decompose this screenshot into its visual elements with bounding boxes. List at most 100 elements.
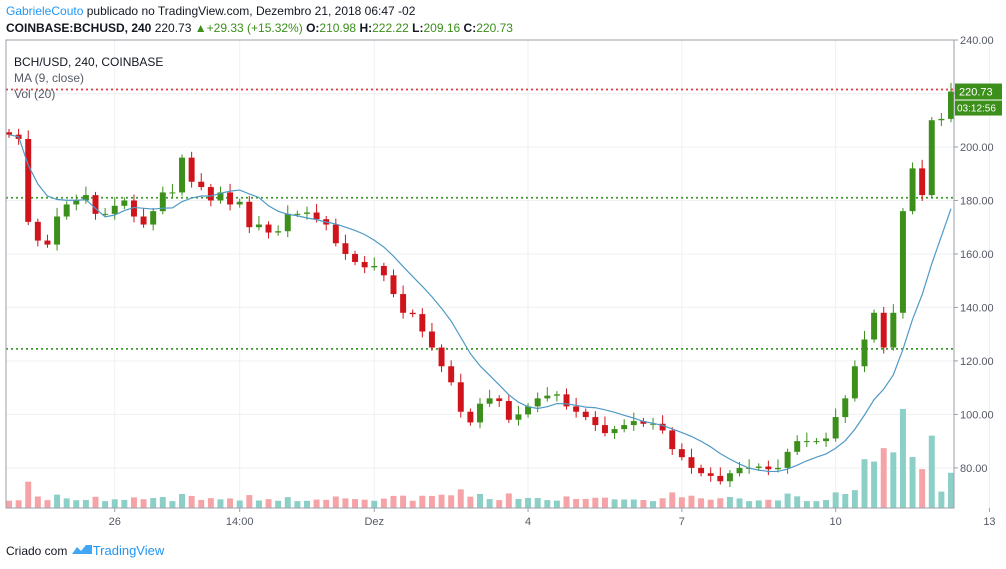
publish-text: publicado no TradingView.com, Dezembro 2…: [86, 4, 416, 18]
open-value: 210.98: [319, 21, 357, 35]
candle-body: [342, 243, 349, 254]
volume-bar: [592, 497, 599, 508]
y-tick-label: 180.00: [960, 195, 994, 207]
volume-bar: [707, 499, 714, 508]
volume-bar: [140, 499, 147, 508]
volume-bar: [544, 500, 551, 508]
volume-bar: [34, 496, 41, 508]
volume-bar: [553, 500, 560, 508]
candle-body: [438, 347, 445, 367]
candle-body: [851, 366, 858, 399]
close-value: 220.73: [476, 21, 513, 35]
created-with-text: Criado com: [6, 544, 68, 558]
candle-body: [332, 224, 339, 244]
candle-body: [544, 395, 551, 399]
low-label: L:: [412, 21, 424, 35]
candle-body: [928, 120, 935, 196]
candle-body: [938, 118, 945, 121]
candle-body: [207, 187, 214, 201]
volume-bar: [390, 495, 397, 508]
candle-body: [284, 213, 291, 232]
open-label: O:: [306, 21, 320, 35]
x-tick-label: 13: [983, 516, 995, 528]
volume-bar: [871, 461, 878, 508]
candle-body: [428, 331, 435, 348]
volume-bar: [352, 499, 359, 508]
volume-bar: [909, 456, 916, 508]
tradingview-logo-icon: [71, 545, 92, 554]
y-tick-label: 140.00: [960, 302, 994, 314]
candle-body: [352, 253, 359, 262]
candle-body: [361, 261, 368, 268]
volume-bar: [467, 496, 474, 508]
candle-body: [217, 192, 224, 201]
volume-bar: [823, 499, 830, 508]
candle-body: [303, 212, 310, 214]
volume-bar: [15, 500, 22, 508]
volume-bar: [150, 498, 157, 508]
candle-body: [890, 312, 897, 348]
candle-body: [419, 314, 426, 332]
candle-body: [640, 421, 647, 424]
candle-body: [198, 181, 205, 188]
candle-body: [390, 275, 397, 295]
candle-body: [717, 475, 724, 482]
last-price-box: [955, 83, 1002, 100]
volume-bar: [582, 498, 589, 508]
candle-body: [140, 216, 147, 225]
volume-bar: [630, 499, 637, 508]
volume-bar: [371, 500, 378, 508]
x-tick-label: 14:00: [226, 516, 254, 528]
volume-bar: [563, 496, 570, 508]
horizontal-lines: [6, 88, 954, 350]
volume-bar: [650, 501, 657, 508]
volume-bar: [409, 500, 416, 508]
candle-body: [573, 406, 580, 412]
volume-bar: [784, 493, 791, 508]
low-value: 209.16: [423, 21, 461, 35]
candle-body: [630, 421, 637, 426]
candle-body: [899, 211, 906, 313]
volume-bar: [774, 500, 781, 508]
volume-bar: [928, 435, 935, 508]
volume-bar: [919, 469, 926, 508]
candle-body: [871, 312, 878, 340]
volume-bar: [505, 493, 512, 508]
volume-bar: [842, 493, 849, 508]
symbol-info: COINBASE:BCHUSD, 240 220.73 ▲+29.33 (+15…: [6, 21, 513, 35]
volume-bar: [611, 499, 618, 508]
volume-bar: [525, 497, 532, 508]
volume-bar: [669, 492, 676, 508]
volume-bar: [678, 497, 685, 508]
volume-bar: [198, 499, 205, 508]
volume-bar: [861, 459, 868, 508]
candle-body: [525, 406, 532, 415]
candle-body: [54, 216, 61, 245]
tradingview-brand[interactable]: TradingView: [92, 543, 165, 558]
candle-body: [255, 224, 262, 228]
candle-body: [678, 449, 685, 458]
volume-bar: [515, 498, 522, 508]
candle-body: [948, 91, 954, 119]
candle-body: [515, 414, 522, 420]
candle-body: [400, 294, 407, 313]
high-value: 222.22: [372, 21, 409, 35]
volume-bar: [361, 499, 368, 508]
x-tick-label: 26: [109, 516, 121, 528]
y-tick-label: 200.00: [960, 142, 994, 154]
moving-average: [8, 134, 952, 473]
candle-body: [880, 312, 887, 348]
candle-body: [82, 195, 89, 201]
author-link[interactable]: GabrieleCouto: [6, 4, 84, 18]
volume-bar: [246, 495, 253, 508]
x-tick-label: 4: [525, 516, 531, 528]
volume-bar: [746, 501, 753, 508]
price-chart[interactable]: 80.00 100.00 120.00 140.00 160.00 180.00 200.0…: [0, 0, 1006, 543]
volume-bar: [851, 490, 858, 508]
candle-body: [582, 411, 589, 418]
volume-bar: [284, 497, 291, 508]
candle-body: [601, 425, 608, 434]
x-tick-label: Dez: [364, 516, 384, 528]
volume-bar: [255, 500, 262, 508]
volume-bar: [698, 498, 705, 508]
